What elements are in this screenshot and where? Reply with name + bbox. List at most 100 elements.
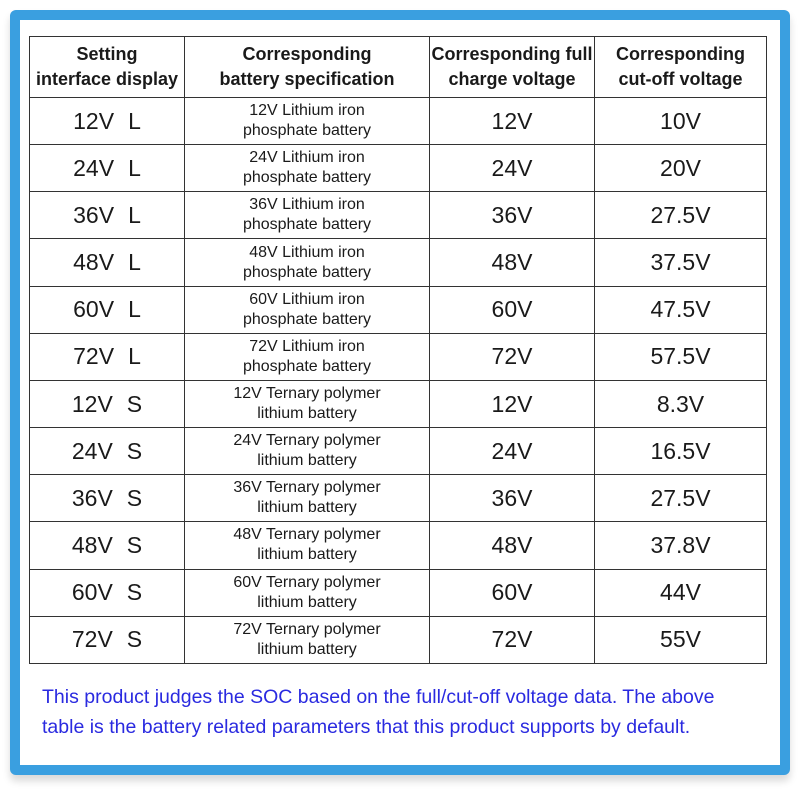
spec-line2: phosphate battery <box>242 169 372 187</box>
spec-line2: lithium battery <box>257 593 357 611</box>
spec-line2: phosphate battery <box>242 263 372 281</box>
setting-type: S <box>126 579 143 606</box>
setting-voltage: 48V <box>73 249 115 276</box>
table-row: 48V S 48V Ternary polymer lithium battery… <box>29 521 767 570</box>
header-full-line1: Corresponding full <box>431 44 593 64</box>
spec-cell: 72V Lithium iron phosphate battery <box>184 332 430 381</box>
header-spec: Corresponding battery specification <box>184 36 430 98</box>
setting-type: L <box>128 296 141 323</box>
spec-cell: 60V Ternary polymer lithium battery <box>184 568 430 617</box>
setting-cell: 36V S <box>29 474 185 523</box>
spec-cell: 36V Ternary polymer lithium battery <box>184 474 430 523</box>
table-row: 24V S 24V Ternary polymer lithium battery… <box>29 427 767 476</box>
setting-voltage: 72V <box>71 626 113 653</box>
spec-line1: 48V Lithium iron <box>249 243 365 261</box>
table-row: 36V L 36V Lithium iron phosphate battery … <box>29 191 767 240</box>
setting-voltage: 72V <box>73 343 115 370</box>
setting-type: S <box>126 626 143 653</box>
setting-type: L <box>128 107 141 134</box>
full-voltage-cell: 72V <box>429 332 595 381</box>
spec-cell: 24V Lithium iron phosphate battery <box>184 144 430 193</box>
cutoff-voltage-cell: 55V <box>594 615 767 665</box>
table-header-row: Setting interface display Corresponding … <box>29 36 767 98</box>
table-row: 72V S 72V Ternary polymer lithium battery… <box>29 615 767 665</box>
cutoff-voltage-cell: 16.5V <box>594 427 767 476</box>
setting-voltage: 12V <box>71 390 113 417</box>
header-spec-line2: battery specification <box>219 69 395 89</box>
header-full-line2: charge voltage <box>448 69 576 89</box>
setting-cell: 60V L <box>29 285 185 334</box>
setting-cell: 48V L <box>29 238 185 287</box>
setting-type: S <box>126 484 143 511</box>
setting-voltage: 48V <box>71 531 113 558</box>
full-voltage-cell: 12V <box>429 379 595 429</box>
setting-type: S <box>126 390 143 417</box>
full-voltage-cell: 36V <box>429 474 595 523</box>
battery-spec-table: Setting interface display Corresponding … <box>29 36 767 665</box>
spec-line1: 60V Ternary polymer <box>233 573 381 591</box>
setting-cell: 12V L <box>29 96 185 146</box>
header-setting-line1: Setting <box>76 44 138 64</box>
spec-cell: 48V Lithium iron phosphate battery <box>184 238 430 287</box>
spec-cell: 48V Ternary polymer lithium battery <box>184 521 430 570</box>
spec-cell: 36V Lithium iron phosphate battery <box>184 191 430 240</box>
full-voltage-cell: 24V <box>429 144 595 193</box>
setting-voltage: 24V <box>73 154 115 181</box>
setting-voltage: 60V <box>73 296 115 323</box>
full-voltage-cell: 48V <box>429 521 595 570</box>
spec-line1: 60V Lithium iron <box>249 290 365 308</box>
table-row: 24V L 24V Lithium iron phosphate battery … <box>29 144 767 193</box>
spec-line2: lithium battery <box>257 452 357 470</box>
spec-line1: 48V Ternary polymer <box>233 526 381 544</box>
cutoff-voltage-cell: 20V <box>594 144 767 193</box>
cutoff-voltage-cell: 27.5V <box>594 191 767 240</box>
setting-cell: 60V S <box>29 568 185 617</box>
table-body: 12V L 12V Lithium iron phosphate battery … <box>29 96 767 665</box>
cutoff-voltage-cell: 27.5V <box>594 474 767 523</box>
cutoff-voltage-cell: 10V <box>594 96 767 146</box>
table-row: 72V L 72V Lithium iron phosphate battery … <box>29 332 767 381</box>
soc-note: This product judges the SOC based on the… <box>42 686 715 738</box>
full-voltage-cell: 48V <box>429 238 595 287</box>
spec-line1: 36V Lithium iron <box>249 196 365 214</box>
header-setting-line2: interface display <box>35 69 179 89</box>
full-voltage-cell: 72V <box>429 615 595 665</box>
setting-type: L <box>128 249 141 276</box>
spec-line2: lithium battery <box>257 499 357 517</box>
cutoff-voltage-cell: 57.5V <box>594 332 767 381</box>
setting-type: S <box>126 437 143 464</box>
full-voltage-cell: 24V <box>429 427 595 476</box>
header-full-voltage: Corresponding full charge voltage <box>429 36 595 98</box>
table-row: 36V S 36V Ternary polymer lithium battery… <box>29 474 767 523</box>
table-row: 60V L 60V Lithium iron phosphate battery … <box>29 285 767 334</box>
spec-line1: 72V Lithium iron <box>249 337 365 355</box>
spec-line1: 72V Ternary polymer <box>233 620 381 638</box>
header-setting: Setting interface display <box>29 36 185 98</box>
spec-line2: lithium battery <box>257 405 357 423</box>
full-voltage-cell: 12V <box>429 96 595 146</box>
spec-line1: 24V Lithium iron <box>249 149 365 167</box>
setting-cell: 72V L <box>29 332 185 381</box>
cutoff-voltage-cell: 37.5V <box>594 238 767 287</box>
spec-cell: 12V Lithium iron phosphate battery <box>184 96 430 146</box>
setting-voltage: 36V <box>71 484 113 511</box>
setting-cell: 24V S <box>29 427 185 476</box>
spec-line2: phosphate battery <box>242 310 372 328</box>
spec-line1: 36V Ternary polymer <box>233 479 381 497</box>
setting-type: L <box>128 343 141 370</box>
header-cutoff-voltage: Corresponding cut-off voltage <box>594 36 767 98</box>
setting-type: S <box>126 531 143 558</box>
spec-line2: lithium battery <box>257 546 357 564</box>
setting-cell: 36V L <box>29 191 185 240</box>
spec-cell: 24V Ternary polymer lithium battery <box>184 427 430 476</box>
spec-line1: 12V Ternary polymer <box>233 385 381 403</box>
full-voltage-cell: 36V <box>429 191 595 240</box>
table-row: 48V L 48V Lithium iron phosphate battery … <box>29 238 767 287</box>
setting-voltage: 12V <box>73 107 115 134</box>
spec-line2: phosphate battery <box>242 357 372 375</box>
spec-line2: phosphate battery <box>242 216 372 234</box>
cutoff-voltage-cell: 8.3V <box>594 379 767 429</box>
setting-voltage: 24V <box>71 437 113 464</box>
spec-line1: 24V Ternary polymer <box>233 432 381 450</box>
header-spec-line1: Corresponding <box>242 44 372 64</box>
